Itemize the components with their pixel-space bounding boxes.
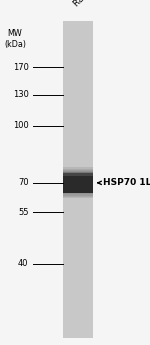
Bar [63,169,93,197]
Bar [63,21,93,338]
Text: 130: 130 [13,90,28,99]
Bar [63,173,93,193]
Text: 40: 40 [18,259,28,268]
Bar [63,167,93,198]
Text: 55: 55 [18,208,28,217]
Bar [63,174,93,192]
Bar [63,172,93,193]
Bar [63,170,93,196]
Text: 170: 170 [13,63,28,72]
Text: 100: 100 [13,121,28,130]
Text: Rat testis: Rat testis [72,0,106,9]
Bar [63,172,93,176]
Bar [63,171,93,195]
Text: 70: 70 [18,178,28,187]
Text: MW
(kDa): MW (kDa) [4,29,26,49]
Text: HSP70 1L: HSP70 1L [103,178,150,187]
